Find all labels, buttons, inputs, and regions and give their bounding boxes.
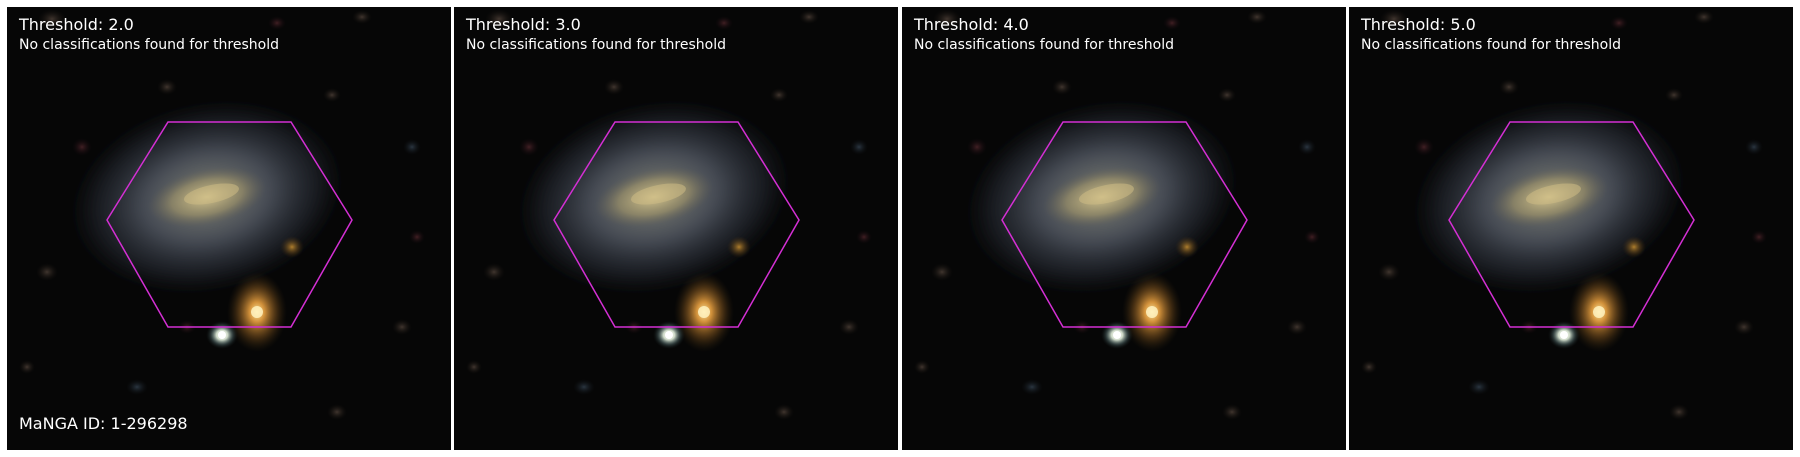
threshold-panel-2: Threshold: 3.0 No classifications found … <box>454 7 898 450</box>
ifu-hexagon <box>1001 121 1248 328</box>
ifu-hexagon <box>1448 121 1695 328</box>
panel-title: Threshold: 3.0 <box>466 15 581 34</box>
panel-status: No classifications found for threshold <box>914 37 1174 53</box>
ifu-hexagon <box>553 121 800 328</box>
threshold-panel-3: Threshold: 4.0 No classifications found … <box>902 7 1346 450</box>
panel-status: No classifications found for threshold <box>19 37 279 53</box>
panel-title: Threshold: 2.0 <box>19 15 134 34</box>
threshold-panel-4: Threshold: 5.0 No classifications found … <box>1349 7 1793 450</box>
ifu-hexagon <box>106 121 353 328</box>
galaxy-image <box>7 7 451 450</box>
panel-title: Threshold: 5.0 <box>1361 15 1476 34</box>
galaxy-image <box>454 7 898 450</box>
panel-status: No classifications found for threshold <box>1361 37 1621 53</box>
galaxy-image <box>902 7 1346 450</box>
panel-title: Threshold: 4.0 <box>914 15 1029 34</box>
panel-status: No classifications found for threshold <box>466 37 726 53</box>
galaxy-image <box>1349 7 1793 450</box>
threshold-panel-1: Threshold: 2.0 No classifications found … <box>7 7 451 450</box>
manga-id-label: MaNGA ID: 1-296298 <box>19 414 188 433</box>
